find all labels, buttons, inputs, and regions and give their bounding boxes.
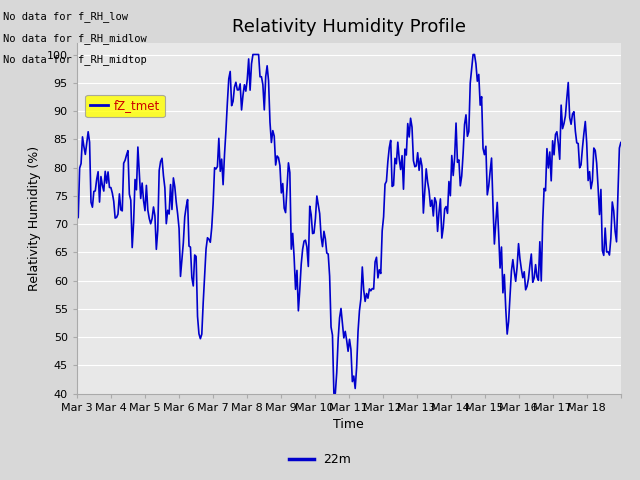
Legend: fZ_tmet: fZ_tmet [85, 95, 164, 117]
Y-axis label: Relativity Humidity (%): Relativity Humidity (%) [28, 146, 41, 291]
Title: Relativity Humidity Profile: Relativity Humidity Profile [232, 18, 466, 36]
Text: No data for f_RH_midlow: No data for f_RH_midlow [3, 33, 147, 44]
Text: No data for f_RH_low: No data for f_RH_low [3, 11, 128, 22]
Text: No data for f_RH_midtop: No data for f_RH_midtop [3, 54, 147, 65]
Legend: 22m: 22m [284, 448, 356, 471]
X-axis label: Time: Time [333, 418, 364, 431]
